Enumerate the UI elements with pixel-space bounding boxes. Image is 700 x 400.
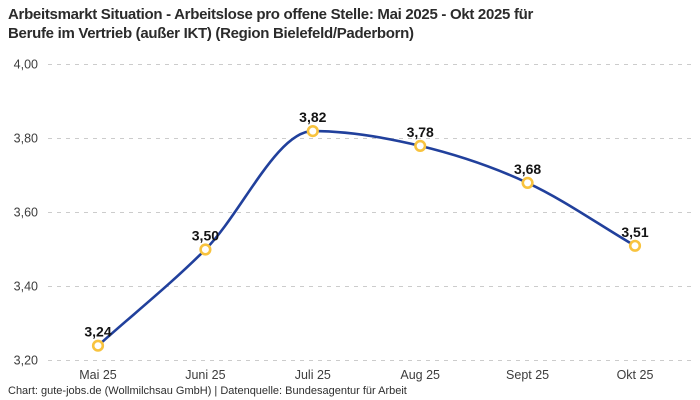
data-point-marker	[521, 176, 534, 189]
y-tick-label: 3,60	[14, 206, 38, 220]
data-point-marker	[306, 125, 319, 138]
y-tick-label: 3,80	[14, 132, 38, 146]
y-axis-labels: 3,20 3,40 3,60 3,80 4,00	[14, 58, 38, 368]
chart-title-line1: Arbeitsmarkt Situation - Arbeitslose pro…	[8, 6, 534, 23]
x-tick-label: Juli 25	[295, 368, 331, 382]
data-point-label: 3,68	[514, 161, 541, 177]
chart-footer: Chart: gute-jobs.de (Wollmilchsau GmbH) …	[8, 385, 407, 397]
data-point-label: 3,50	[192, 228, 219, 244]
data-point-labels: 3,24 3,50 3,82 3,78 3,68 3,51	[84, 109, 648, 340]
series-line	[96, 129, 637, 347]
x-tick-label: Okt 25	[617, 368, 654, 382]
x-axis-labels: Mai 25 Juni 25 Juli 25 Aug 25 Sept 25 Okt 25	[79, 368, 653, 382]
y-tick-label: 3,40	[14, 280, 38, 294]
data-point-marker	[628, 239, 642, 252]
y-tick-label: 3,20	[14, 354, 38, 368]
data-point-markers	[91, 125, 642, 352]
chart-title-line2: Berufe im Vertrieb (außer IKT) (Region B…	[8, 25, 414, 42]
x-tick-label: Mai 25	[79, 368, 117, 382]
gridlines	[48, 64, 692, 361]
data-point-label: 3,78	[407, 124, 434, 140]
chart-title: Arbeitsmarkt Situation - Arbeitslose pro…	[8, 5, 694, 43]
x-tick-label: Juni 25	[185, 368, 225, 382]
data-point-label: 3,82	[299, 109, 326, 125]
y-tick-label: 4,00	[14, 58, 38, 72]
data-point-marker	[414, 139, 427, 152]
data-point-label: 3,51	[621, 224, 648, 240]
data-point-marker	[91, 339, 105, 352]
x-tick-label: Aug 25	[400, 368, 440, 382]
data-point-label: 3,24	[84, 324, 111, 340]
data-point-marker	[199, 243, 212, 256]
x-tick-label: Sept 25	[506, 368, 549, 382]
